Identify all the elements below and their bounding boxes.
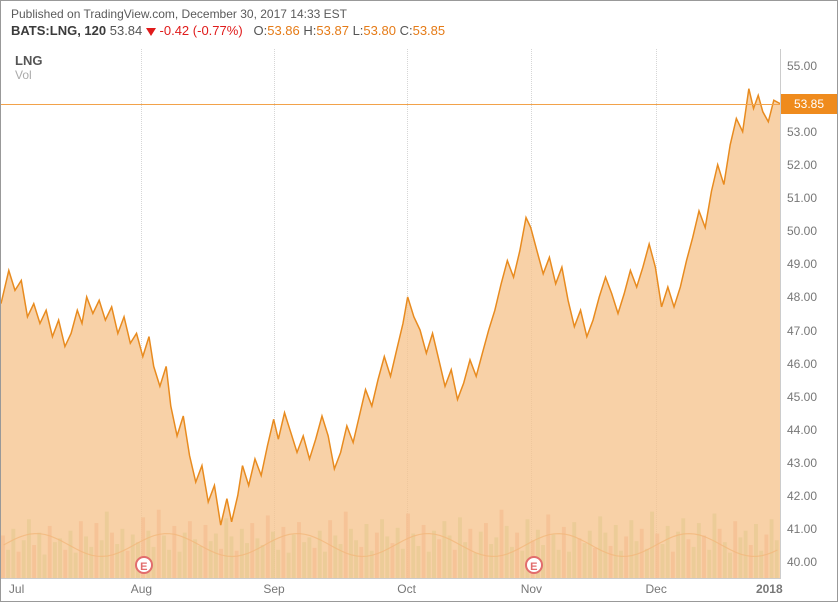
down-arrow-icon — [146, 28, 156, 36]
y-tick-label: 40.00 — [787, 555, 817, 569]
x-tick-label: Nov — [521, 582, 542, 596]
current-price-line — [1, 104, 780, 105]
price-area-chart — [1, 49, 780, 578]
x-tick-label: Sep — [263, 582, 284, 596]
x-tick-label: Dec — [646, 582, 667, 596]
y-tick-label: 41.00 — [787, 522, 817, 536]
x-tick-label: 2018 — [756, 582, 783, 596]
y-tick-label: 44.00 — [787, 423, 817, 437]
y-tick-label: 49.00 — [787, 257, 817, 271]
publish-info: Published on TradingView.com, December 3… — [1, 1, 837, 23]
open-value: 53.86 — [267, 23, 300, 38]
close-label: C: — [400, 23, 413, 38]
change-pct: (-0.77%) — [193, 23, 243, 38]
x-tick-label: Aug — [131, 582, 152, 596]
high-label: H: — [303, 23, 316, 38]
low-value: 53.80 — [363, 23, 396, 38]
y-axis: 40.00 41.00 42.00 43.00 44.00 45.00 46.00 47.00… — [781, 49, 837, 579]
y-tick-label: 51.00 — [787, 191, 817, 205]
chart-frame: Published on TradingView.com, December 3… — [0, 0, 838, 602]
y-tick-label: 48.00 — [787, 290, 817, 304]
chart-area[interactable]: EE 40.0041.0042.0043.0044.0045.0046.0047… — [1, 49, 837, 601]
y-tick-label: 47.00 — [787, 324, 817, 338]
high-value: 53.87 — [316, 23, 349, 38]
y-tick-label: 43.00 — [787, 456, 817, 470]
y-tick-label: 42.00 — [787, 489, 817, 503]
plot-region[interactable]: EE — [1, 49, 781, 579]
y-tick-label: 46.00 — [787, 357, 817, 371]
y-tick-label: 45.00 — [787, 390, 817, 404]
open-label: O: — [254, 23, 268, 38]
last-price: 53.84 — [110, 23, 143, 38]
y-tick-label: 50.00 — [787, 224, 817, 238]
symbol-interval: BATS:LNG, 120 — [11, 23, 106, 38]
current-price-tag: 53.85 — [781, 94, 837, 114]
x-axis: Jul Aug Sep Oct Nov Dec 2018 — [1, 579, 781, 601]
low-label: L: — [353, 23, 364, 38]
close-value: 53.85 — [413, 23, 446, 38]
x-tick-label: Jul — [9, 582, 24, 596]
x-tick-label: Oct — [397, 582, 416, 596]
y-tick-label: 52.00 — [787, 158, 817, 172]
earnings-marker-icon[interactable]: E — [525, 556, 543, 574]
chart-legend: LNG Vol — [15, 53, 42, 82]
y-tick-label: 55.00 — [787, 59, 817, 73]
legend-volume: Vol — [15, 68, 42, 82]
change-value: -0.42 — [160, 23, 190, 38]
y-tick-label: 53.00 — [787, 125, 817, 139]
legend-symbol: LNG — [15, 53, 42, 68]
ohlc-bar: BATS:LNG, 120 53.84 -0.42 (-0.77%) O:53.… — [1, 23, 837, 42]
earnings-marker-icon[interactable]: E — [135, 556, 153, 574]
